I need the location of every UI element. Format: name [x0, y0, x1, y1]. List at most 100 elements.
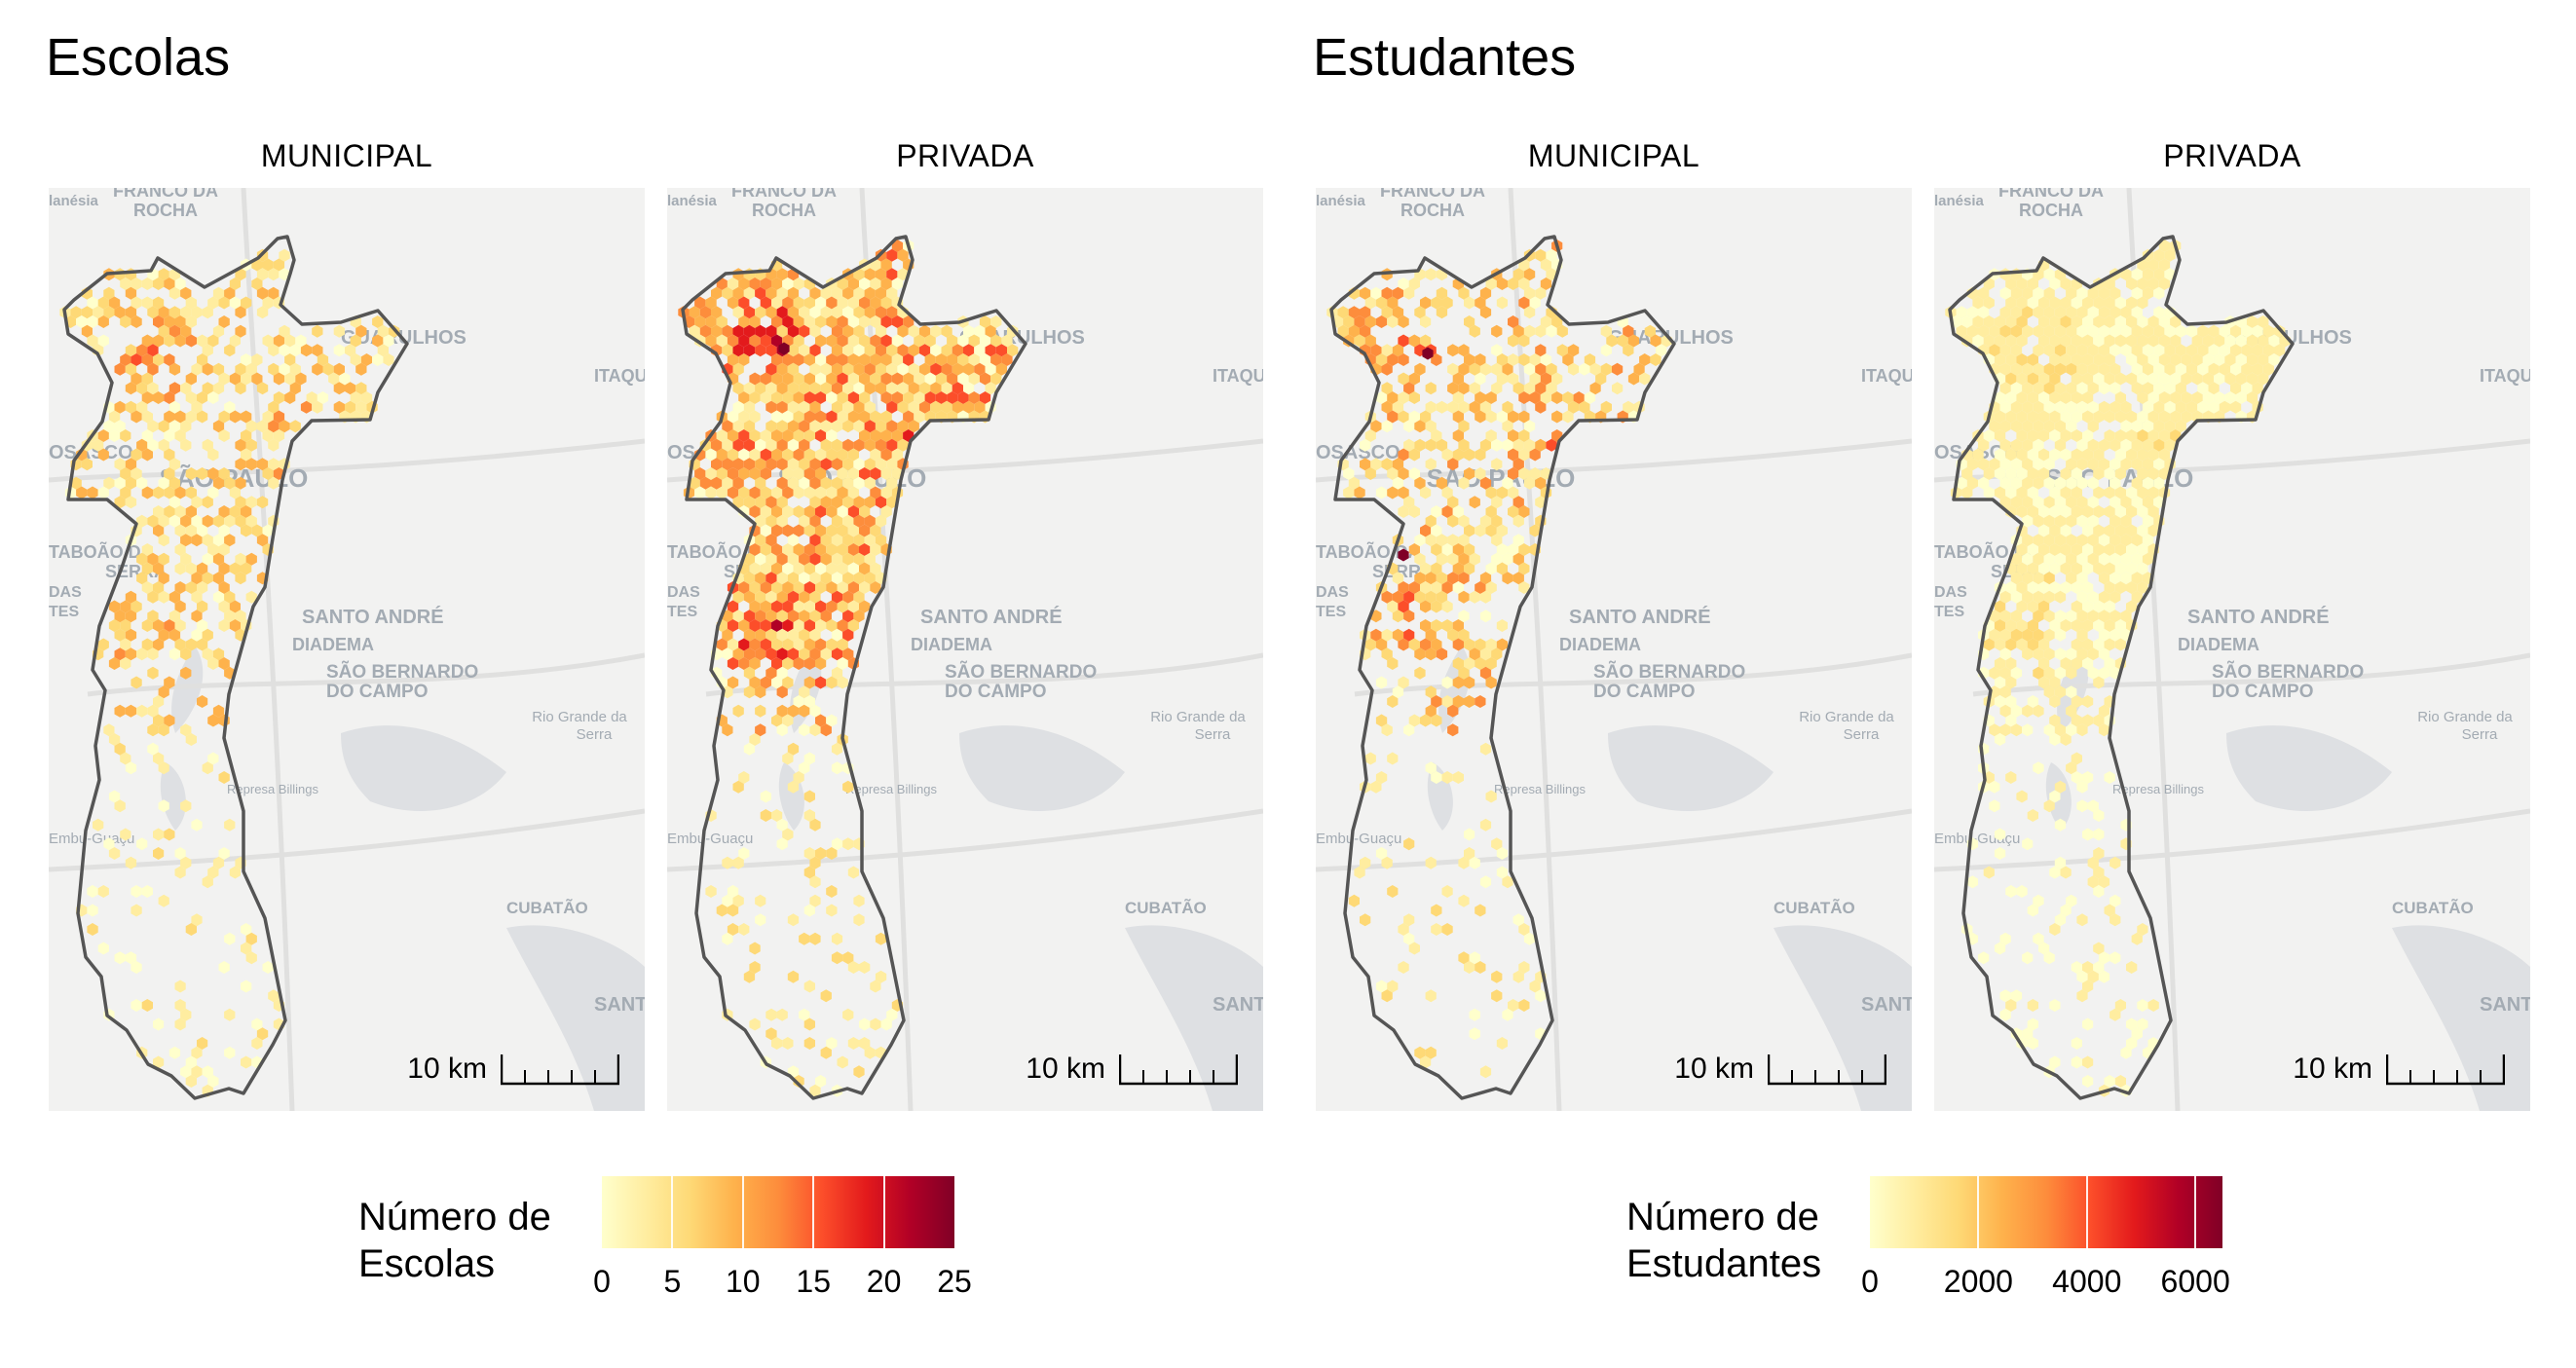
hex-cell: [820, 1046, 832, 1059]
hex-cell: [2098, 400, 2110, 414]
hex-cell: [2252, 382, 2263, 395]
hex-cell: [1469, 362, 1480, 376]
hex-cell: [1441, 296, 1453, 310]
hex-cell: [218, 657, 230, 670]
hex-cell: [2104, 600, 2115, 613]
hex-cell: [191, 362, 203, 376]
hex-cell: [776, 572, 788, 585]
hex-cell: [212, 324, 225, 338]
hex-cell: [2016, 619, 2028, 632]
hex-cell: [809, 362, 821, 376]
hex-cell: [2104, 334, 2115, 348]
hex-cell: [218, 429, 230, 442]
map-panel-escolas-privada[interactable]: FRANCO DAROCHAlanésiaGUARULHOSOSASCOSÃO …: [667, 188, 1263, 1111]
hex-cell: [2060, 619, 2072, 632]
hex-cell: [1496, 543, 1508, 556]
hex-cell: [2010, 476, 2023, 490]
hex-cell: [1989, 666, 2000, 680]
hex-cell: [2093, 448, 2105, 462]
hex-cell: [826, 353, 838, 366]
hex-cell: [1452, 695, 1464, 708]
hex-cell: [153, 334, 165, 348]
hex-cell: [2087, 286, 2099, 300]
hex-cell: [2076, 628, 2088, 642]
hex-cell: [875, 268, 887, 281]
map-panel-estudantes-privada[interactable]: FRANCO DAROCHAlanésiaGUARULHOSOSASCOSÃO …: [1934, 188, 2530, 1111]
legend-estudantes: Número de Estudantes 0 2000 4000 6000: [1626, 1176, 2250, 1303]
hex-cell: [2153, 268, 2165, 281]
hex-cell: [2114, 524, 2126, 537]
hex-cell: [168, 362, 181, 376]
hex-cell: [1540, 372, 1552, 386]
hex-cell: [974, 362, 986, 376]
basemap-label-cubatao: CUBATÃO: [1125, 898, 1207, 917]
hex-cell: [131, 904, 142, 917]
map-panel-estudantes-municipal[interactable]: FRANCO DAROCHAlanésiaGUARULHOSOSASCOSÃO …: [1316, 188, 1912, 1111]
hex-cell: [218, 562, 230, 575]
hex-cell: [826, 600, 838, 613]
hex-cell: [2158, 410, 2171, 424]
hex-cell: [262, 429, 274, 442]
hex-cell: [153, 714, 165, 727]
hex-cell: [880, 334, 892, 348]
hex-cell: [268, 476, 280, 490]
hex-cell: [1425, 704, 1437, 718]
hex-cell: [2131, 458, 2143, 471]
hex-cell: [847, 277, 859, 290]
hex-cell: [2071, 429, 2082, 442]
basemap-label-rgs1: Rio Grande da: [2417, 709, 2513, 725]
hex-cell: [776, 286, 788, 300]
hex-cell: [859, 277, 871, 290]
hex-cell: [2054, 400, 2067, 414]
hex-cell: [903, 372, 915, 386]
hex-cell: [853, 324, 865, 338]
hex-cell: [1562, 410, 1574, 424]
hex-cell: [2120, 420, 2132, 433]
hex-cell: [1469, 1008, 1480, 1021]
hex-cell: [1458, 400, 1470, 414]
map-panel-escolas-municipal[interactable]: FRANCO DA ROCHA lanésia GUARULHOS OSASCO SÃO …: [49, 188, 645, 1111]
hex-cell: [1617, 334, 1628, 348]
hex-cell: [180, 324, 192, 338]
hex-cell: [864, 268, 876, 281]
hex-cell: [2010, 306, 2023, 319]
hex-cell: [1994, 638, 2006, 651]
hex-cell: [2087, 420, 2099, 433]
hex-cell: [218, 771, 230, 784]
hex-cell: [2104, 353, 2115, 366]
hex-cell: [1994, 334, 2006, 348]
hex-cell: [147, 306, 159, 319]
hex-cell: [2109, 306, 2121, 319]
hex-cell: [2120, 344, 2132, 357]
hex-cell: [2126, 486, 2138, 499]
hex-cell: [755, 286, 766, 300]
hex-cell: [914, 372, 925, 386]
hex-cell: [2005, 334, 2017, 348]
hex-cell: [256, 458, 269, 471]
hex-cell: [727, 410, 739, 424]
hex-cell: [776, 818, 788, 832]
basemap-label-santoandre: SANTO ANDRÉ: [920, 606, 1063, 628]
hex-cell: [136, 382, 148, 395]
hex-cell: [864, 572, 876, 585]
hex-cell: [826, 429, 838, 442]
hex-cell: [1392, 344, 1404, 357]
hex-cell: [2147, 410, 2159, 424]
hex-cell: [2049, 866, 2061, 879]
hex-cell: [875, 382, 887, 395]
hex-cell: [842, 324, 854, 338]
hex-cell: [1398, 600, 1409, 613]
basemap-label-rgs2: Serra: [577, 726, 613, 743]
hex-cell: [2258, 353, 2269, 366]
hex-cell: [2071, 562, 2082, 575]
hex-cell: [174, 980, 186, 993]
hex-cell: [1436, 400, 1448, 414]
hex-cell: [776, 268, 788, 281]
hex-cell: [81, 458, 93, 471]
hex-cell: [2010, 572, 2023, 585]
hex-cell: [809, 458, 821, 471]
hex-cell: [1414, 552, 1426, 566]
hex-cell: [820, 989, 832, 1003]
hex-cell: [831, 306, 843, 319]
hex-cell: [875, 496, 887, 509]
